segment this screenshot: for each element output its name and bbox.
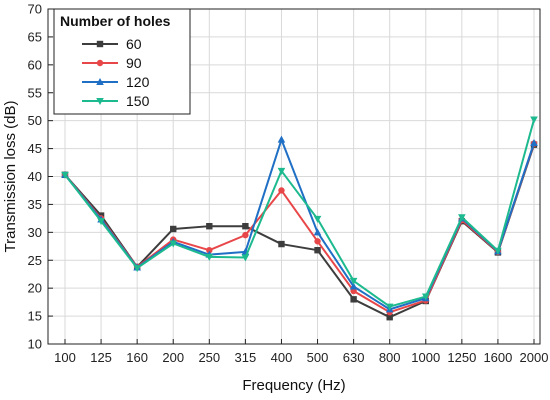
legend-marker [96,78,104,85]
data-point [530,116,538,124]
data-point [313,215,322,223]
y-tick-label: 60 [28,57,42,72]
series-150 [61,116,538,311]
y-tick-label: 70 [28,2,42,17]
y-tick-label: 25 [28,253,42,268]
data-point [61,171,69,179]
y-tick-label: 50 [28,113,42,128]
x-tick-label: 200 [162,350,184,365]
legend-label: 150 [126,93,150,109]
series-line [64,119,535,308]
x-tick-label: 315 [235,350,257,365]
data-point [242,222,249,230]
series-line [64,138,535,311]
data-point [494,247,502,255]
x-tick-label: 500 [307,350,329,365]
data-point [349,277,358,285]
x-tick-label: 160 [126,350,148,365]
x-tick-label: 100 [54,350,76,365]
data-point [241,254,250,262]
y-axis-title: Transmission loss (dB) [2,101,19,253]
x-axis: 100 125 160 200 250 315 400 500 630 800 1000 1250 16… [54,339,548,365]
data-point [133,265,141,273]
legend-label: 120 [126,74,150,90]
legend-item: 120 [82,74,150,90]
y-tick-label: 15 [28,309,42,324]
legend-box [53,8,191,115]
data-point [349,282,358,290]
x-tick-label: 400 [271,350,293,365]
x-tick-label: 2000 [520,350,549,365]
data-point [421,293,430,301]
legend-item: 60 [82,36,142,52]
x-tick-label: 125 [90,350,112,365]
data-point [458,214,466,222]
data-point [205,253,214,261]
y-tick-label: 30 [28,225,42,240]
data-point [97,218,105,226]
y-tick-label: 40 [28,169,42,184]
y-tick-label: 55 [28,85,42,100]
data-point [278,240,285,248]
series-line [64,144,535,319]
data-point [206,247,213,254]
data-point [242,231,249,239]
x-axis-title: Frequency (Hz) [242,377,345,394]
y-tick-label: 45 [28,141,42,156]
y-tick-label: 20 [28,281,42,296]
data-point [385,303,394,311]
data-point [278,187,285,194]
y-tick-label: 65 [28,29,42,44]
legend-label: 60 [126,36,142,52]
legend-item: 150 [82,93,150,109]
legend-marker [96,59,104,67]
data-point [277,135,286,143]
legend-marker [96,98,104,105]
series-90 [61,140,538,316]
data-point [277,167,286,175]
data-point [169,240,178,248]
data-point [313,228,322,236]
legend-title: Number of holes [60,13,171,29]
x-tick-label: 1250 [447,350,476,365]
data-point [206,222,213,230]
x-tick-label: 250 [198,350,220,365]
x-tick-label: 1000 [411,350,440,365]
x-tick-label: 1600 [483,350,512,365]
legend: Number of holes 60 90 120 150 [53,8,191,115]
data-point [386,314,393,321]
series-60 [61,141,538,321]
x-tick-label: 630 [343,350,365,365]
y-tick-label: 35 [28,197,42,212]
legend-marker [96,40,104,48]
x-tick-label: 800 [379,350,401,365]
data-point [530,139,538,146]
series-line [64,143,535,314]
y-axis: 10 15 20 25 30 35 40 45 50 55 60 65 70 [28,2,53,352]
data-point [314,238,321,245]
data-point [350,296,357,303]
data-point [170,225,177,233]
series-lines [61,116,538,321]
legend-item: 90 [82,55,142,71]
legend-label: 90 [126,55,142,71]
data-point [314,247,321,254]
y-tick-label: 10 [28,337,42,352]
